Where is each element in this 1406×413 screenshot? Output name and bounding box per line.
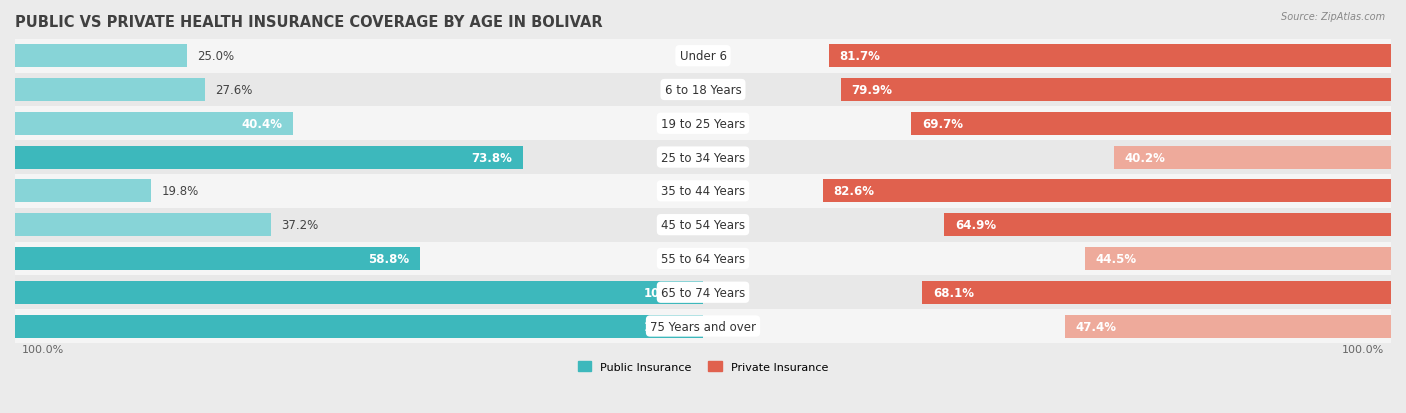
Text: 37.2%: 37.2% [281, 218, 319, 232]
Bar [15, 141, 1391, 175]
Bar [841, 79, 1391, 102]
Bar [15, 214, 271, 237]
Text: 35 to 44 Years: 35 to 44 Years [661, 185, 745, 198]
Text: Source: ZipAtlas.com: Source: ZipAtlas.com [1281, 12, 1385, 22]
Legend: Public Insurance, Private Insurance: Public Insurance, Private Insurance [574, 356, 832, 376]
Bar [15, 180, 152, 203]
Bar [15, 242, 1391, 275]
Bar [15, 275, 1391, 309]
Text: 75 Years and over: 75 Years and over [650, 320, 756, 333]
Bar [15, 107, 1391, 141]
Text: 100.0%: 100.0% [22, 344, 65, 354]
Bar [15, 247, 419, 270]
Text: 44.5%: 44.5% [1095, 252, 1136, 265]
Text: 69.7%: 69.7% [922, 117, 963, 131]
Text: 100.0%: 100.0% [644, 286, 693, 299]
Bar [15, 40, 1391, 74]
Text: 81.7%: 81.7% [839, 50, 880, 63]
Text: 27.6%: 27.6% [215, 84, 253, 97]
Text: 100.0%: 100.0% [1341, 344, 1384, 354]
Text: 40.4%: 40.4% [242, 117, 283, 131]
Text: 73.8%: 73.8% [471, 151, 512, 164]
Text: 64.9%: 64.9% [955, 218, 995, 232]
Text: 82.6%: 82.6% [832, 185, 875, 198]
Bar [15, 74, 1391, 107]
Bar [1085, 247, 1391, 270]
Text: 40.2%: 40.2% [1125, 151, 1166, 164]
Text: 100.0%: 100.0% [644, 320, 693, 333]
Text: 68.1%: 68.1% [932, 286, 974, 299]
Text: Under 6: Under 6 [679, 50, 727, 63]
Bar [1064, 315, 1391, 338]
Text: 45 to 54 Years: 45 to 54 Years [661, 218, 745, 232]
Text: 19.8%: 19.8% [162, 185, 198, 198]
Text: 19 to 25 Years: 19 to 25 Years [661, 117, 745, 131]
Bar [15, 79, 205, 102]
Bar [15, 281, 703, 304]
Bar [945, 214, 1391, 237]
Bar [15, 309, 1391, 343]
Bar [911, 112, 1391, 135]
Bar [15, 45, 187, 68]
Bar [15, 175, 1391, 208]
Text: 25.0%: 25.0% [197, 50, 235, 63]
Bar [15, 146, 523, 169]
Text: PUBLIC VS PRIVATE HEALTH INSURANCE COVERAGE BY AGE IN BOLIVAR: PUBLIC VS PRIVATE HEALTH INSURANCE COVER… [15, 15, 603, 30]
Text: 65 to 74 Years: 65 to 74 Years [661, 286, 745, 299]
Bar [15, 112, 292, 135]
Text: 55 to 64 Years: 55 to 64 Years [661, 252, 745, 265]
Bar [823, 180, 1391, 203]
Text: 6 to 18 Years: 6 to 18 Years [665, 84, 741, 97]
Bar [830, 45, 1391, 68]
Text: 58.8%: 58.8% [368, 252, 409, 265]
Text: 79.9%: 79.9% [852, 84, 893, 97]
Bar [922, 281, 1391, 304]
Bar [1115, 146, 1391, 169]
Text: 47.4%: 47.4% [1076, 320, 1116, 333]
Text: 25 to 34 Years: 25 to 34 Years [661, 151, 745, 164]
Bar [15, 315, 703, 338]
Bar [15, 208, 1391, 242]
